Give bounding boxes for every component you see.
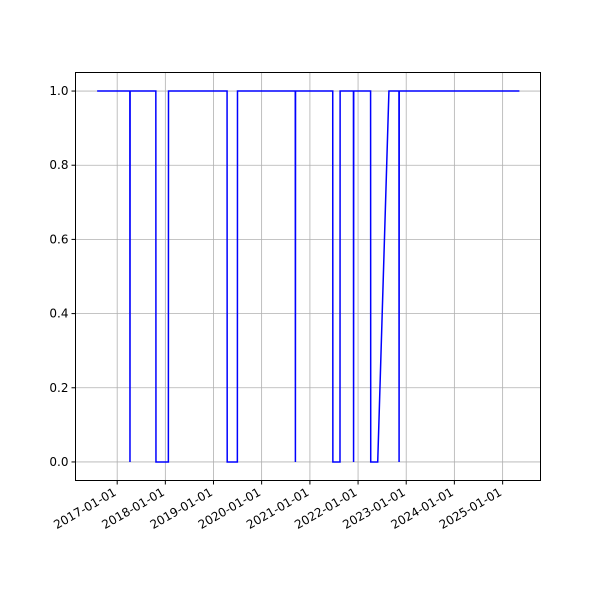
y-tick-label: 1.0 [49,84,68,98]
data-line [97,90,520,463]
y-tick-label: 0.6 [49,232,68,246]
y-tick-label: 0.2 [49,381,68,395]
y-tick-label: 0.0 [49,455,68,469]
axes-frame [75,72,541,481]
grid [75,72,541,481]
plot [97,90,520,463]
y-tick-label: 0.8 [49,158,68,172]
y-tick-label: 0.4 [49,307,68,321]
labels: 0.00.20.40.60.81.02017-01-012018-01-0120… [49,84,504,532]
